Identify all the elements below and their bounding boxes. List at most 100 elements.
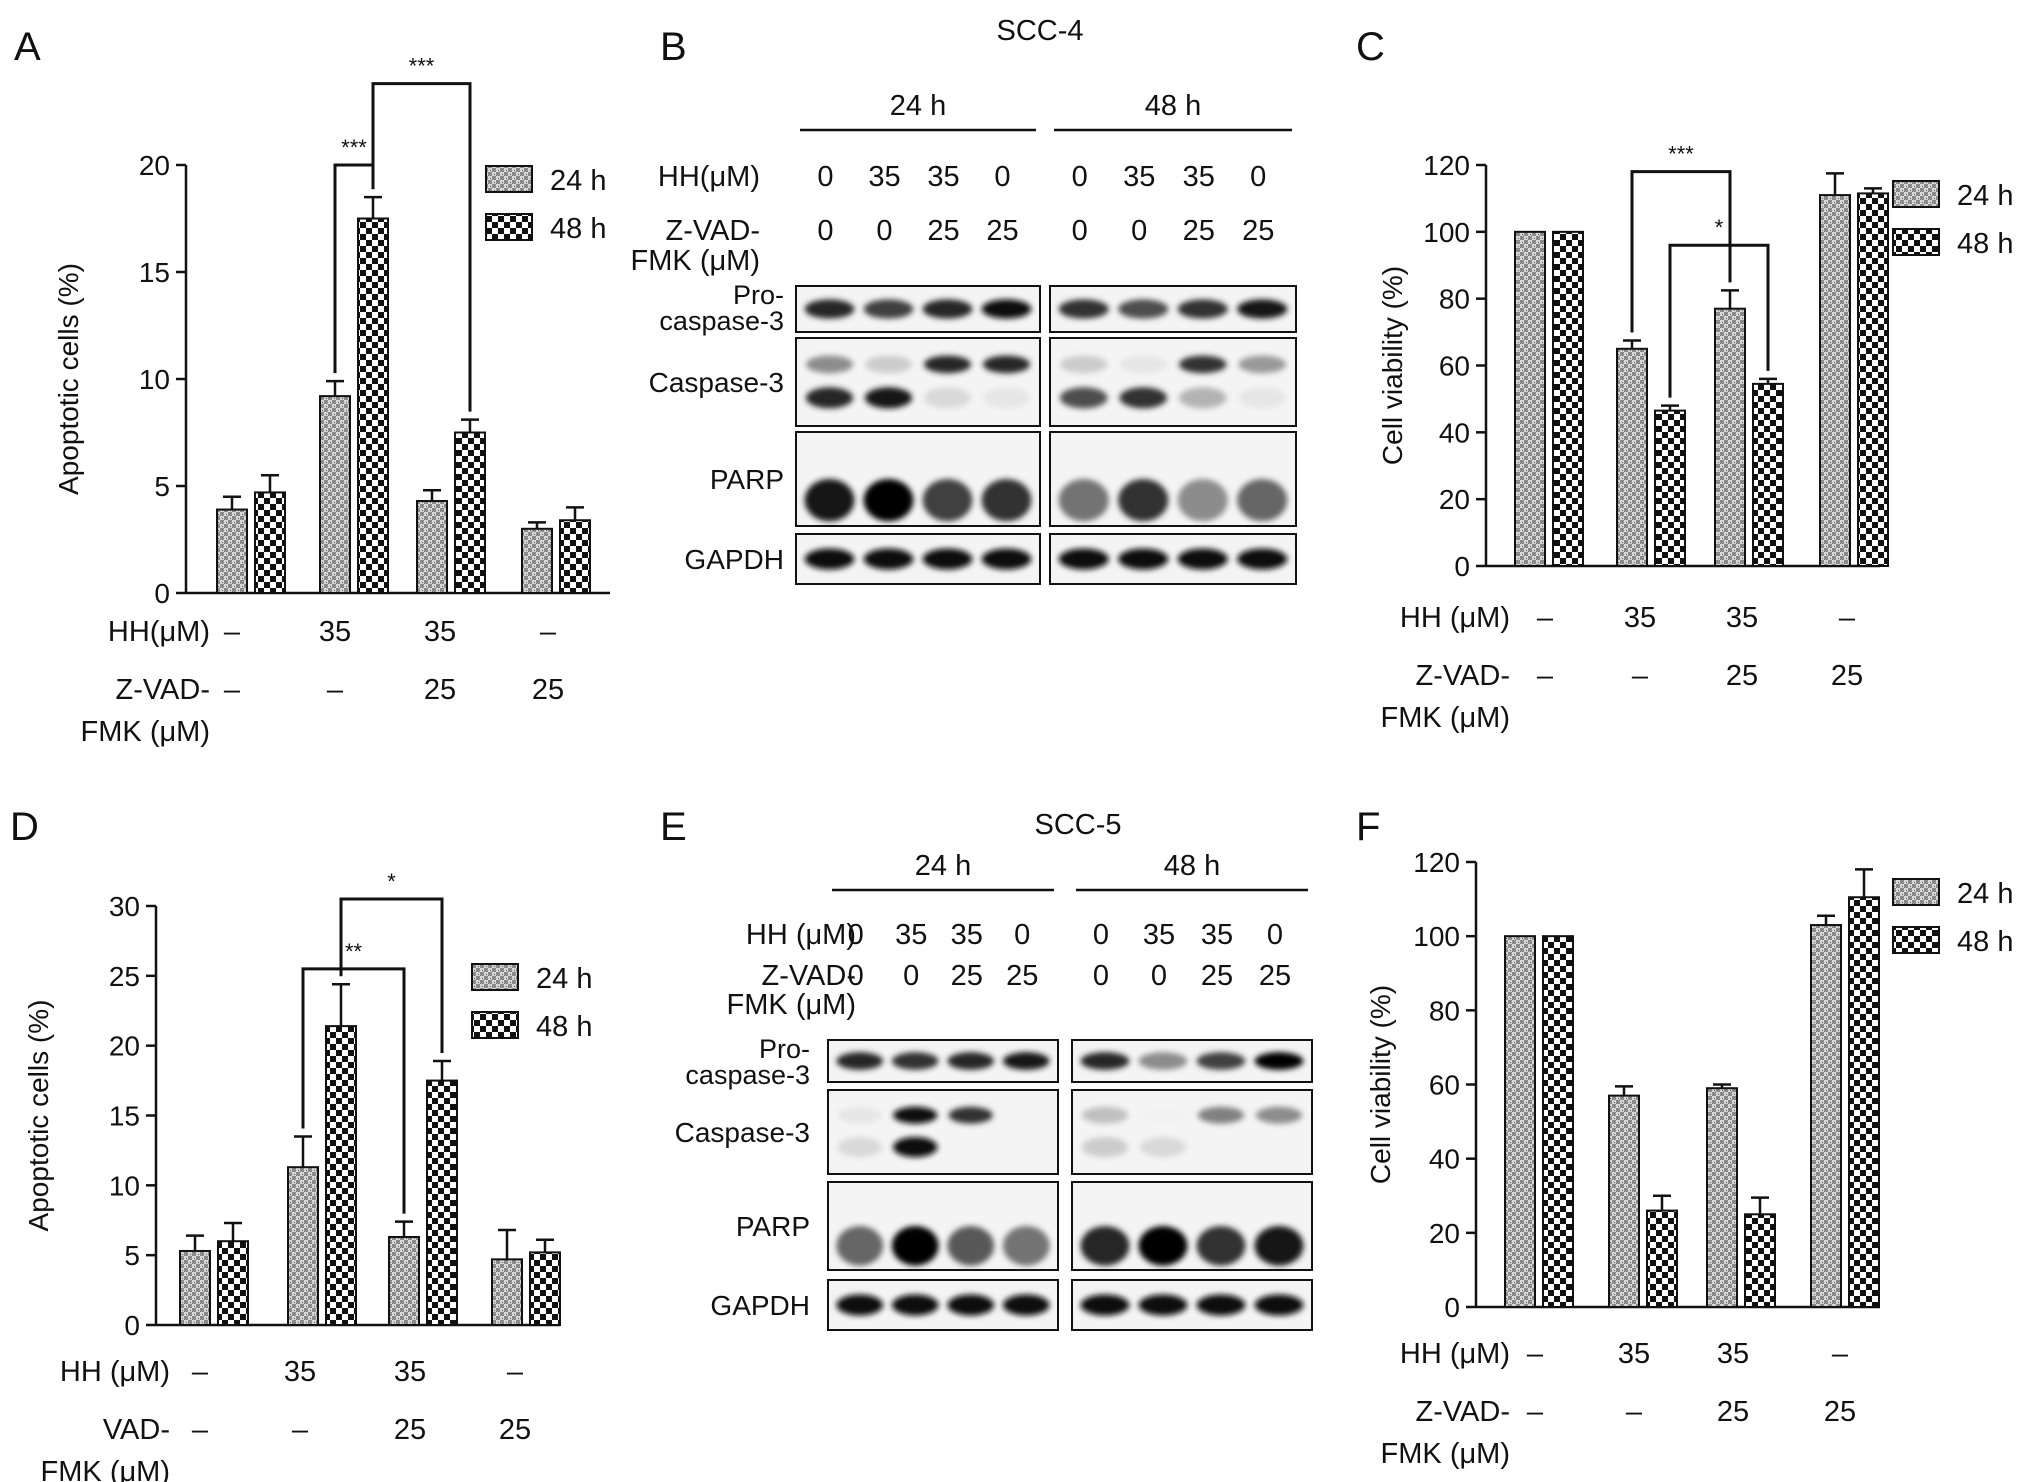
treatment-value: – (192, 1414, 209, 1446)
treatment-value: 35 (284, 1356, 316, 1388)
blot-frame (1049, 337, 1297, 427)
blot-band (864, 387, 913, 409)
significance-bracket (1630, 170, 1732, 333)
blot-hh-value: 0 (1267, 919, 1283, 951)
y-axis-title: Cell viability (%) (1377, 266, 1408, 465)
bar (1819, 194, 1851, 567)
blot-band-label: caspase-3 (659, 306, 784, 336)
treatment-value: – (327, 674, 344, 706)
blot-zvad-value: 25 (1201, 960, 1233, 992)
blot-band (864, 355, 913, 374)
panel-label-a: A (14, 25, 41, 69)
legend-label: 24 h (1957, 878, 2013, 910)
blot-zvad-value: 25 (1183, 215, 1215, 247)
y-tick-label: 10 (139, 364, 170, 395)
blot-band-label: caspase-3 (685, 1060, 810, 1090)
bar (1552, 230, 1584, 567)
bar (529, 1251, 561, 1326)
significance-bracket (371, 82, 472, 412)
panel-label-b: B (660, 25, 687, 69)
treatment-value: 35 (394, 1356, 426, 1388)
significance-label: ** (345, 939, 363, 964)
treatment-row-label: HH (μM) (1400, 1338, 1510, 1370)
significance-bracket (1668, 243, 1770, 398)
blot-hh-label: HH (μM) (746, 919, 856, 951)
treatment-row-label: FMK (μM) (81, 716, 210, 748)
bar (559, 519, 591, 594)
blot-hh-value: 0 (1014, 919, 1030, 951)
blot-hh-value: 35 (895, 919, 927, 951)
bar (1810, 924, 1842, 1309)
bar (179, 1249, 211, 1327)
y-tick-label: 120 (1413, 847, 1460, 878)
treatment-row-label: Z-VAD- (1415, 660, 1510, 692)
blot-zvad-label: FMK (μM) (727, 989, 856, 1021)
y-tick-label: 20 (139, 150, 170, 181)
blot-band (1196, 1226, 1246, 1266)
treatment-value: – (1626, 1396, 1643, 1428)
blot-band (836, 1294, 884, 1316)
bar (416, 499, 448, 595)
blot-band (1059, 387, 1108, 409)
blot-band (1080, 1052, 1130, 1070)
blot-zvad-value: 0 (1131, 215, 1147, 247)
blot-band (1196, 1052, 1246, 1070)
treatment-value: – (192, 1356, 209, 1388)
treatment-value: – (224, 674, 241, 706)
significance-bracket (301, 967, 406, 1214)
blot-band (1058, 299, 1109, 319)
blot-band (947, 1226, 995, 1266)
legend-swatch (485, 165, 533, 193)
bar (254, 491, 286, 595)
treatment-row-label: Z-VAD- (115, 674, 210, 706)
treatment-value: 25 (1726, 660, 1758, 692)
blot-zvad-label: Z-VAD- (761, 960, 856, 992)
bar (1744, 1213, 1776, 1308)
blot-band (982, 355, 1031, 374)
blot-band (1002, 1052, 1050, 1070)
treatment-value: – (1832, 1338, 1849, 1370)
treatment-row-label: VAD- (103, 1414, 170, 1446)
legend-swatch (1892, 180, 1940, 208)
blot-band-label: GAPDH (684, 544, 784, 575)
blot-band (804, 548, 855, 570)
blot-band (1178, 387, 1227, 409)
blot-band (1197, 1106, 1245, 1124)
blot-band (948, 1106, 993, 1124)
treatment-value: – (1632, 660, 1649, 692)
y-tick-label: 120 (1423, 150, 1470, 181)
y-tick-label: 30 (109, 891, 140, 922)
blot-band-label: Caspase-3 (649, 367, 784, 398)
blot-timepoint-label: 48 h (1164, 850, 1220, 882)
bar (1752, 382, 1784, 568)
panel-label-f: F (1356, 805, 1380, 849)
blot-band (1139, 1137, 1187, 1158)
blot-band (1119, 387, 1168, 409)
bar (1616, 347, 1648, 567)
treatment-row-label: HH (μM) (1400, 602, 1510, 634)
blot-band-label: PARP (710, 464, 784, 495)
bar (1504, 935, 1536, 1309)
y-tick-label: 15 (109, 1101, 140, 1132)
blot-band (922, 479, 973, 522)
blot-band (891, 1294, 939, 1316)
y-tick-label: 80 (1429, 995, 1460, 1026)
blot-frame (1071, 1089, 1313, 1175)
bar (1714, 307, 1746, 567)
treatment-value: – (1537, 602, 1554, 634)
y-tick-label: 80 (1439, 284, 1470, 315)
treatment-value: 25 (394, 1414, 426, 1446)
bar (388, 1236, 420, 1327)
blot-band (836, 1226, 884, 1266)
blot-hh-value: 0 (1072, 161, 1088, 193)
y-tick-label: 5 (154, 471, 170, 502)
blot-band (1002, 1226, 1050, 1266)
y-tick-label: 40 (1439, 417, 1470, 448)
significance-label: *** (1668, 142, 1694, 167)
legend-label: 24 h (550, 165, 606, 197)
bar (1706, 1087, 1738, 1309)
blot-hh-value: 0 (848, 919, 864, 951)
bar-chart-a: 0 5 10 15 20 Apoptotic cells (%) *** *** 24 h 48 … (53, 54, 610, 748)
bar (357, 217, 389, 594)
y-tick-label: 15 (139, 257, 170, 288)
